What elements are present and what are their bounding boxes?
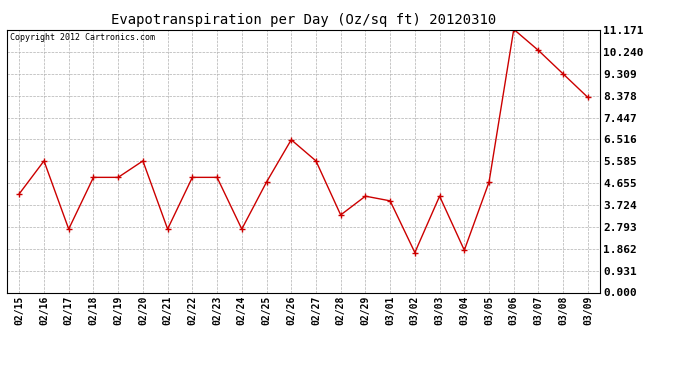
Title: Evapotranspiration per Day (Oz/sq ft) 20120310: Evapotranspiration per Day (Oz/sq ft) 20…	[111, 13, 496, 27]
Text: Copyright 2012 Cartronics.com: Copyright 2012 Cartronics.com	[10, 33, 155, 42]
